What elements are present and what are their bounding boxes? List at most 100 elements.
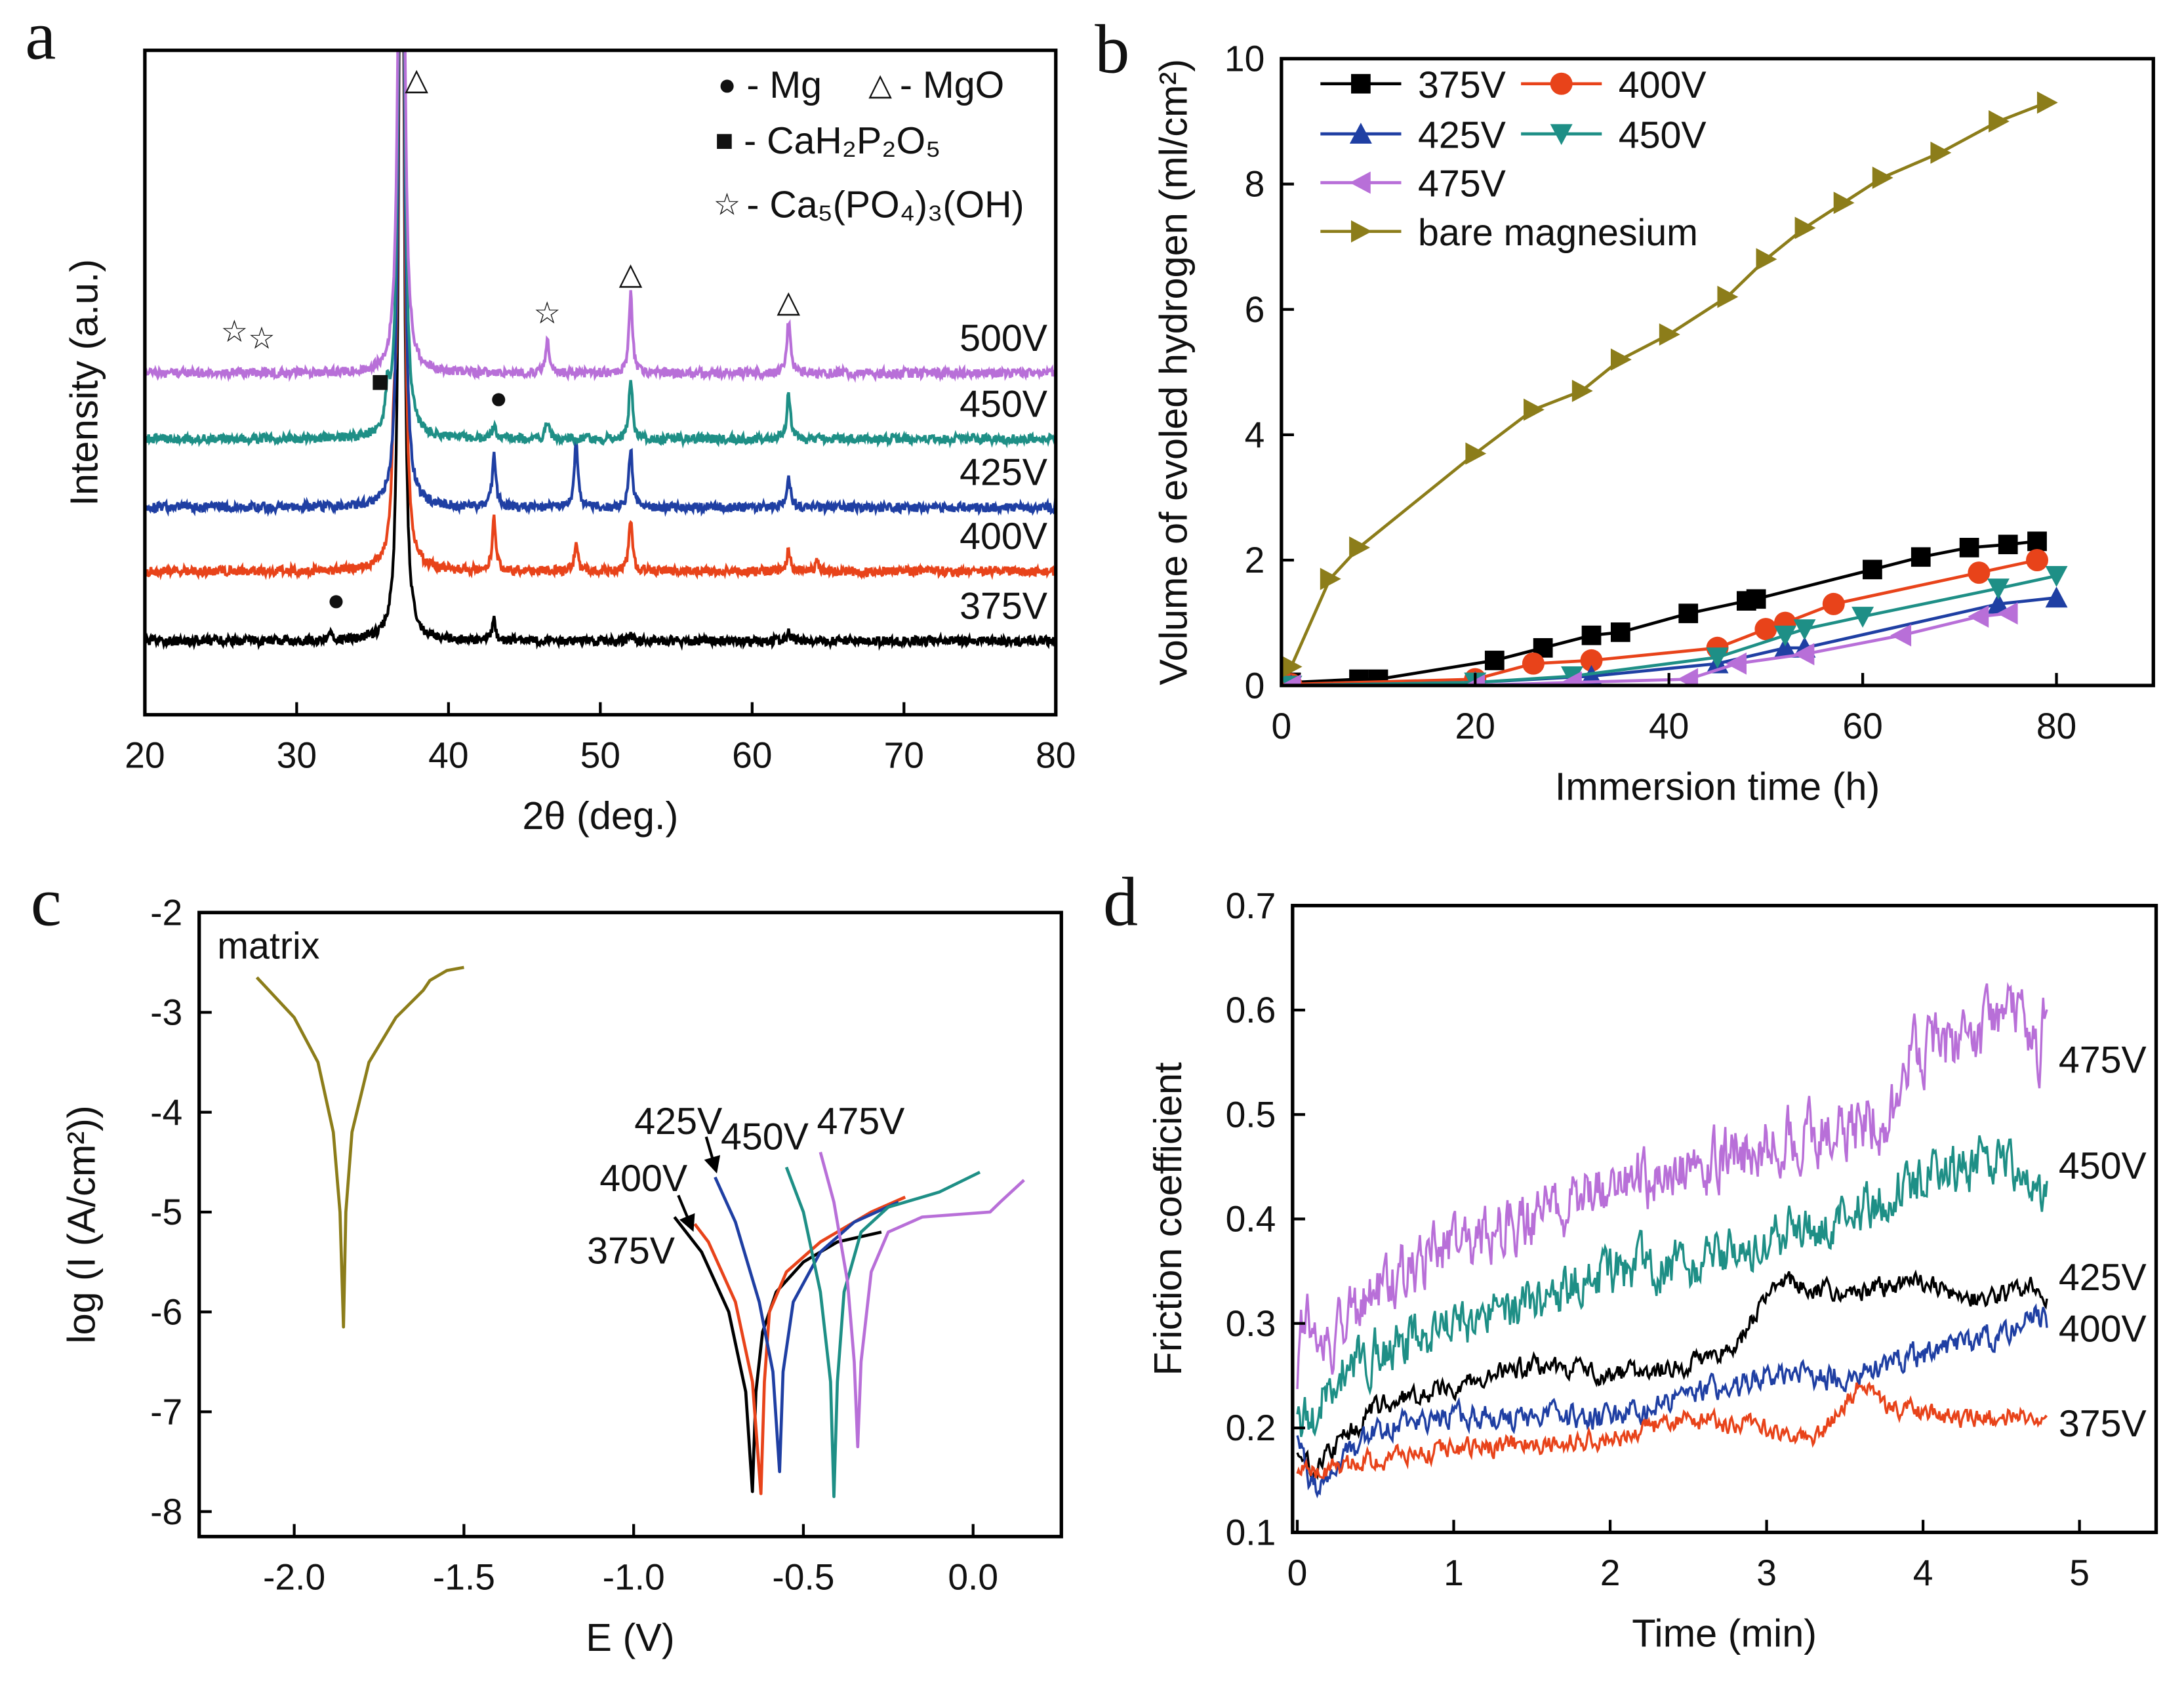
y-tick-label: 6 [1245,289,1265,330]
phase-marker-star: ☆ [220,314,248,348]
y-tick-label: -3 [150,992,182,1033]
y-tick-label: 2 [1245,540,1265,580]
panel-c: c -2.0 -1.5 -1.0 -0.5 0.0 -2 -3 -4 -5 -6 -7 -8 E (V) l… [31,862,1063,1659]
plot-frame [143,49,1058,717]
marker-circle [1580,649,1603,672]
series-label-450V: 450V [960,383,1047,425]
phase-marker-triangle: △ [777,285,800,319]
legend-label-375V: 375V [1418,64,1506,106]
y-tick-label: 0.3 [1226,1303,1276,1344]
marker-triangle-right [1989,110,2010,133]
x-tick-label: 0 [1287,1552,1308,1593]
marker-triangle-down [2045,566,2068,587]
friction-trace-400V [1296,1303,2048,1499]
panel-letter: c [31,862,62,940]
legend-label: - Mg [746,64,822,106]
y-tick-label: -8 [150,1491,182,1532]
trace-label-450V: 450V [2059,1145,2147,1187]
x-tick-label: 40 [428,735,468,775]
x-axis-label: Time (min) [1632,1612,1817,1655]
legend-label-475V: 475V [1418,163,1506,205]
marker-triangle-up [2045,586,2068,608]
polarization-curve-400V [693,1196,906,1495]
marker-triangle-up [1349,123,1372,144]
y-tick-label: 4 [1245,415,1265,455]
trace-label-475V: 475V [2059,1040,2147,1082]
marker-triangle-left [1890,624,1912,647]
phase-marker-square: ■ [371,364,390,398]
marker-triangle-left [1968,605,1989,628]
trace-label-375V: 375V [2059,1403,2147,1445]
y-axis-label: Friction coefficient [1146,1062,1190,1376]
marker-square [1610,622,1630,642]
xrd-trace-375V [144,50,1056,651]
marker-triangle-down [1560,666,1583,686]
x-tick-label: 30 [277,735,317,775]
marker-square [1678,603,1699,624]
plot-frame [1291,904,2158,1535]
curve-label-475V: 475V [817,1101,905,1143]
y-tick-label: 0.4 [1226,1199,1276,1240]
polarization-curve-matrix [255,965,464,1329]
xrd-trace-500V [144,50,1056,383]
x-tick-label: 5 [2069,1552,2090,1593]
marker-triangle-left [1281,674,1301,686]
x-tick-label: 50 [580,735,620,775]
y-tick-label: 10 [1224,39,1264,79]
marker-square [1998,535,2018,554]
legend-symbol-star: ☆ [714,187,741,221]
legend-label: - CaH₂P₂O₅ [744,120,940,162]
x-tick-label: 0.0 [948,1556,998,1597]
x-axis-label: Immersion time (h) [1555,764,1880,808]
x-tick-label: 40 [1649,706,1689,746]
x-tick-label: 4 [1913,1552,1933,1593]
marker-square [1911,547,1931,567]
y-tick-label: -7 [150,1392,182,1432]
marker-circle [2026,549,2049,571]
marker-triangle-left [1996,602,2018,625]
phase-marker-star: ☆ [533,296,561,330]
legend-symbol-circle: ● [718,68,736,102]
panel-letter: a [25,0,56,73]
x-tick-label: 2 [1600,1552,1621,1593]
marker-triangle-up [1987,592,2010,614]
x-axis-label: 2θ (deg.) [522,794,678,838]
y-tick-label: -2 [150,892,182,933]
x-tick-label: -1.5 [433,1556,495,1597]
marker-square [1581,625,1602,645]
curve-label-matrix: matrix [217,925,319,967]
x-tick-label: 60 [732,735,772,775]
marker-circle [1522,652,1545,675]
x-tick-label: 60 [1842,706,1882,746]
marker-triangle-right [1930,141,1952,164]
x-tick-label: 20 [1455,706,1495,746]
marker-triangle-right [2036,91,2058,114]
marker-square [1863,559,1882,580]
marker-triangle-right [1320,567,1341,590]
series-label-425V: 425V [960,452,1047,494]
curve-label-375V: 375V [587,1230,675,1272]
marker-circle [1822,592,1845,615]
y-tick-label: 0.1 [1226,1512,1276,1552]
y-axis-label: log (I (A/cm²)) [59,1105,103,1343]
marker-square [1351,73,1371,94]
xrd-trace-400V [144,50,1056,580]
marker-square [1746,589,1766,609]
polarization-curve-375V [673,1216,882,1493]
x-tick-label: 0 [1271,706,1291,746]
friction-trace-450V [1296,1135,2048,1438]
x-tick-label: -1.0 [603,1556,665,1597]
x-tick-label: 80 [2036,706,2076,746]
legend-label: - MgO [900,64,1004,106]
marker-triangle-right [1524,398,1545,421]
panel-letter: b [1095,10,1129,88]
series-line-400V [1291,558,2038,686]
marker-square [1484,651,1505,670]
legend-label: - Ca₅(PO₄)₃(OH) [746,184,1024,226]
panel-letter: d [1103,862,1138,940]
arrow-425V [704,1136,721,1174]
marker-triangle-up [1773,636,1796,658]
x-tick-label: -0.5 [772,1556,834,1597]
x-axis-label: E (V) [586,1615,674,1659]
polarization-curve-425V [714,1176,899,1474]
